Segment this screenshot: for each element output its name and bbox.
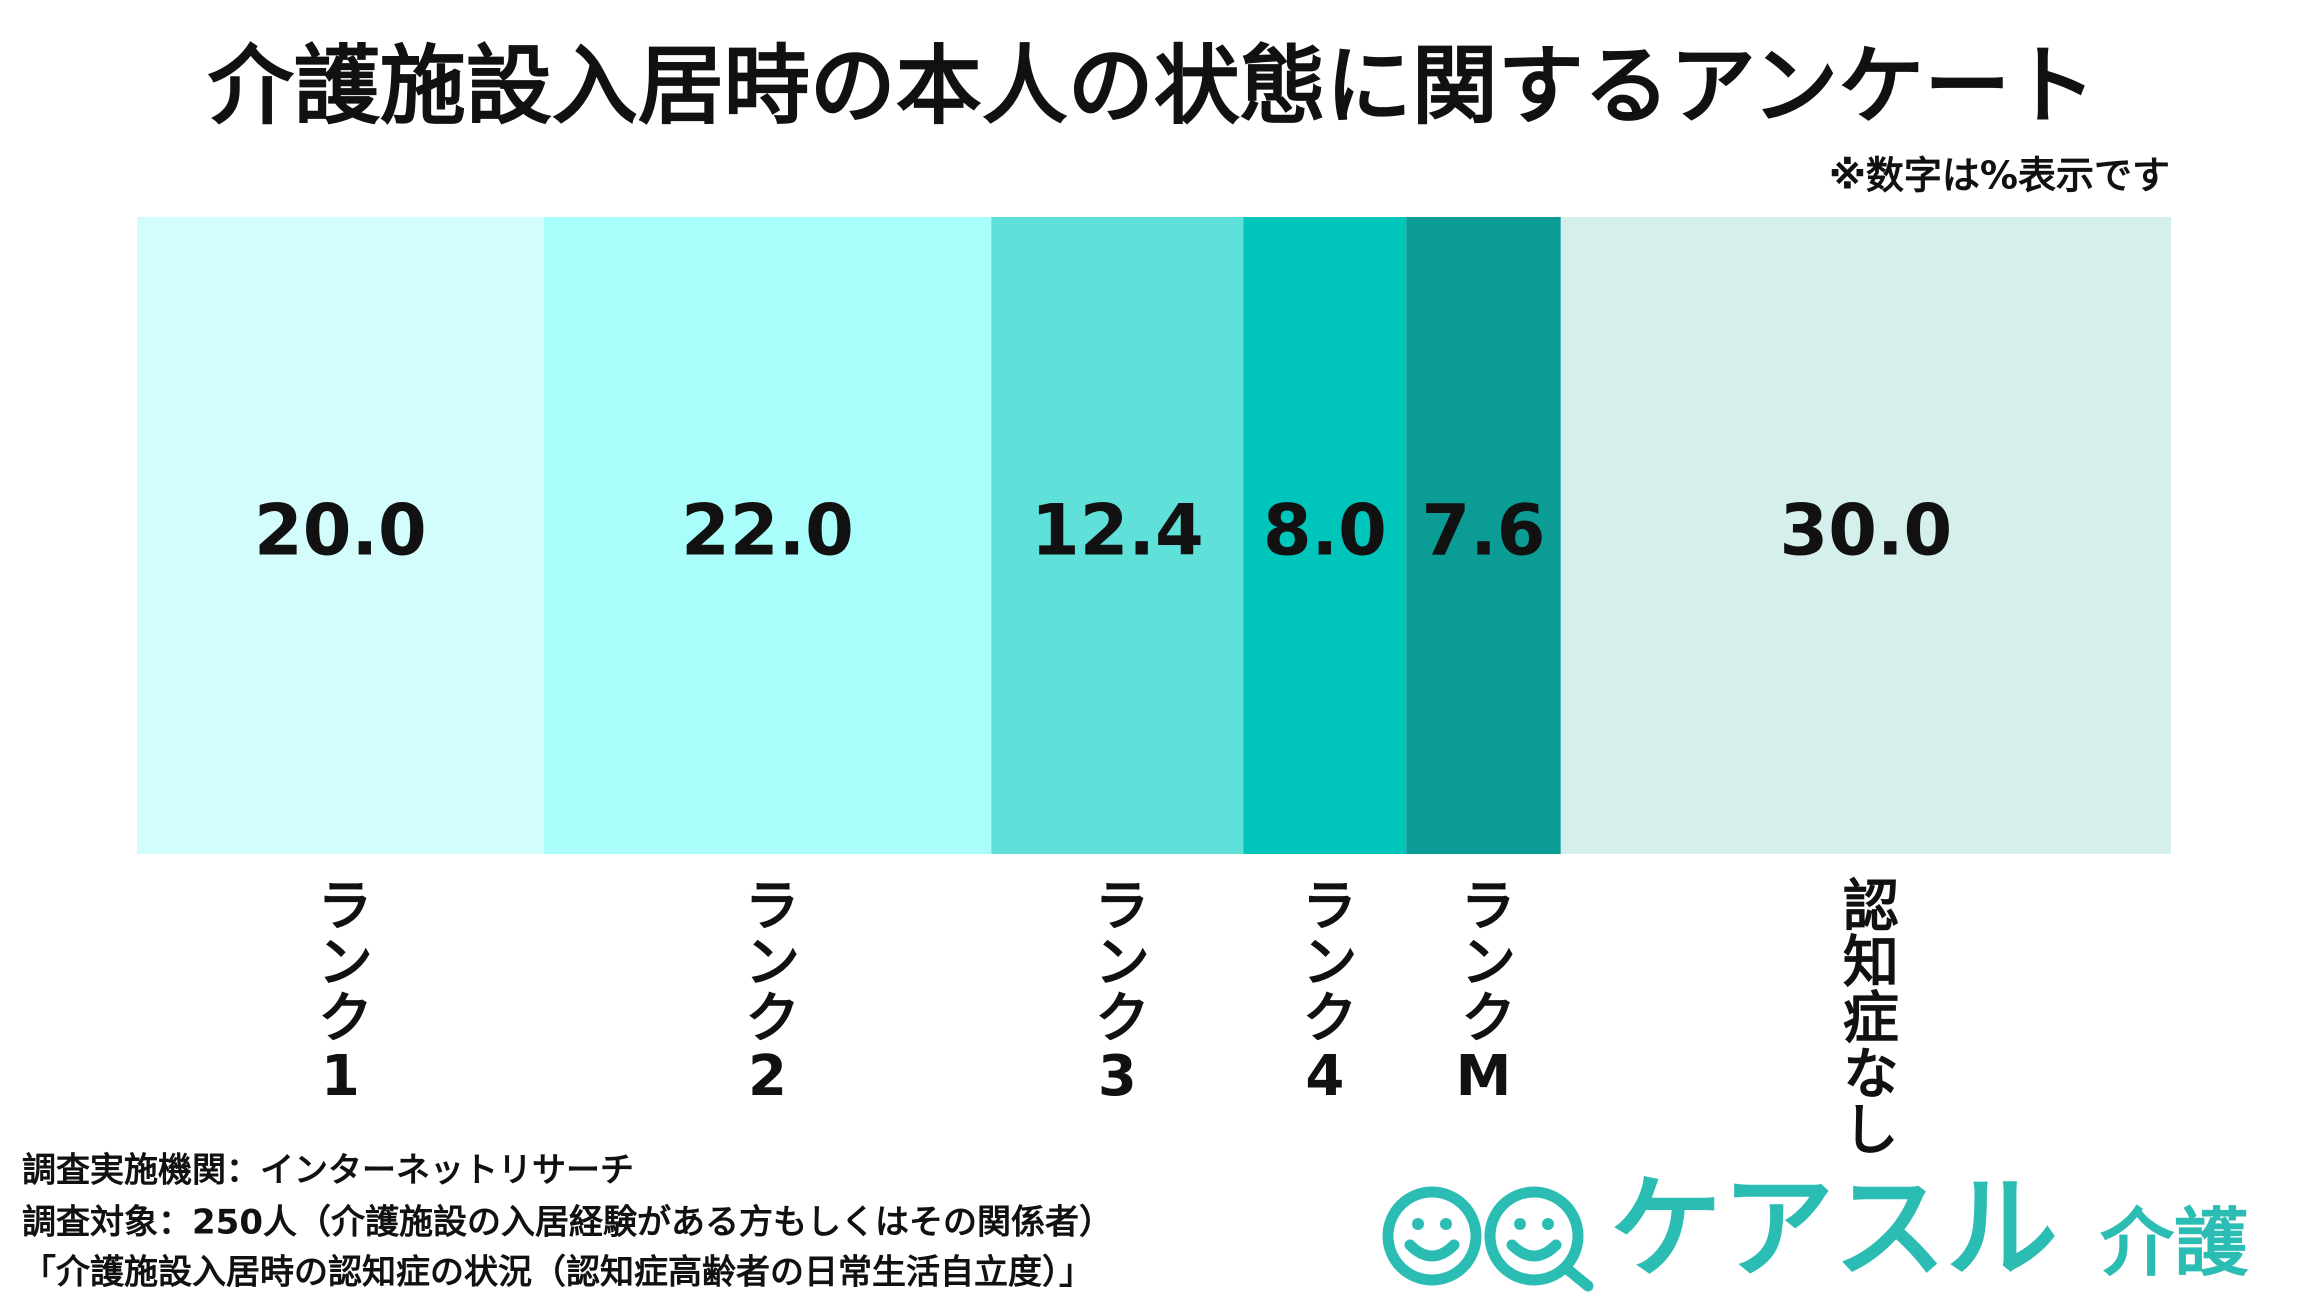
bar-segment (1560, 217, 2171, 854)
bar-segment (1243, 217, 1407, 854)
value-label: 30.0 (1780, 490, 1953, 572)
source-line: 調査対象：250人（介護施設の入居経験がある方もしくはその関係者） (22, 1203, 1113, 1243)
category-label: ランク3 (1085, 876, 1150, 1109)
value-label: 20.0 (254, 490, 427, 572)
category-label: ランク4 (1292, 876, 1357, 1109)
note: ※数字は%表示です (1829, 154, 2170, 198)
logo-icon (1382, 1186, 1594, 1292)
bar-segment (991, 217, 1244, 854)
chart-title: 介護施設入居時の本人の状態に関するアンケート (208, 36, 2097, 136)
source-line: 「介護施設入居時の認知症の状況（認知症高齢者の日常生活自立度）」 (22, 1253, 1093, 1293)
category-label: ランクM (1451, 876, 1516, 1109)
logo-name: ケアスル (1610, 1164, 2058, 1294)
value-label: 8.0 (1263, 490, 1387, 572)
category-label: ランク1 (308, 876, 373, 1109)
category-label: ランク2 (735, 876, 800, 1109)
value-label: 12.4 (1031, 490, 1204, 572)
logo-eyes (1412, 1218, 1554, 1230)
bar-segment (137, 217, 544, 854)
value-label: 22.0 (681, 490, 854, 572)
source-line: 調査実施機関：インターネットリサーチ (22, 1151, 634, 1191)
bar-segment (1406, 217, 1561, 854)
category-label: 認知症なし (1833, 876, 1898, 1156)
value-label: 7.6 (1422, 490, 1546, 572)
bar-segment (543, 217, 992, 854)
logo-sub: 介護 (2100, 1201, 2249, 1287)
